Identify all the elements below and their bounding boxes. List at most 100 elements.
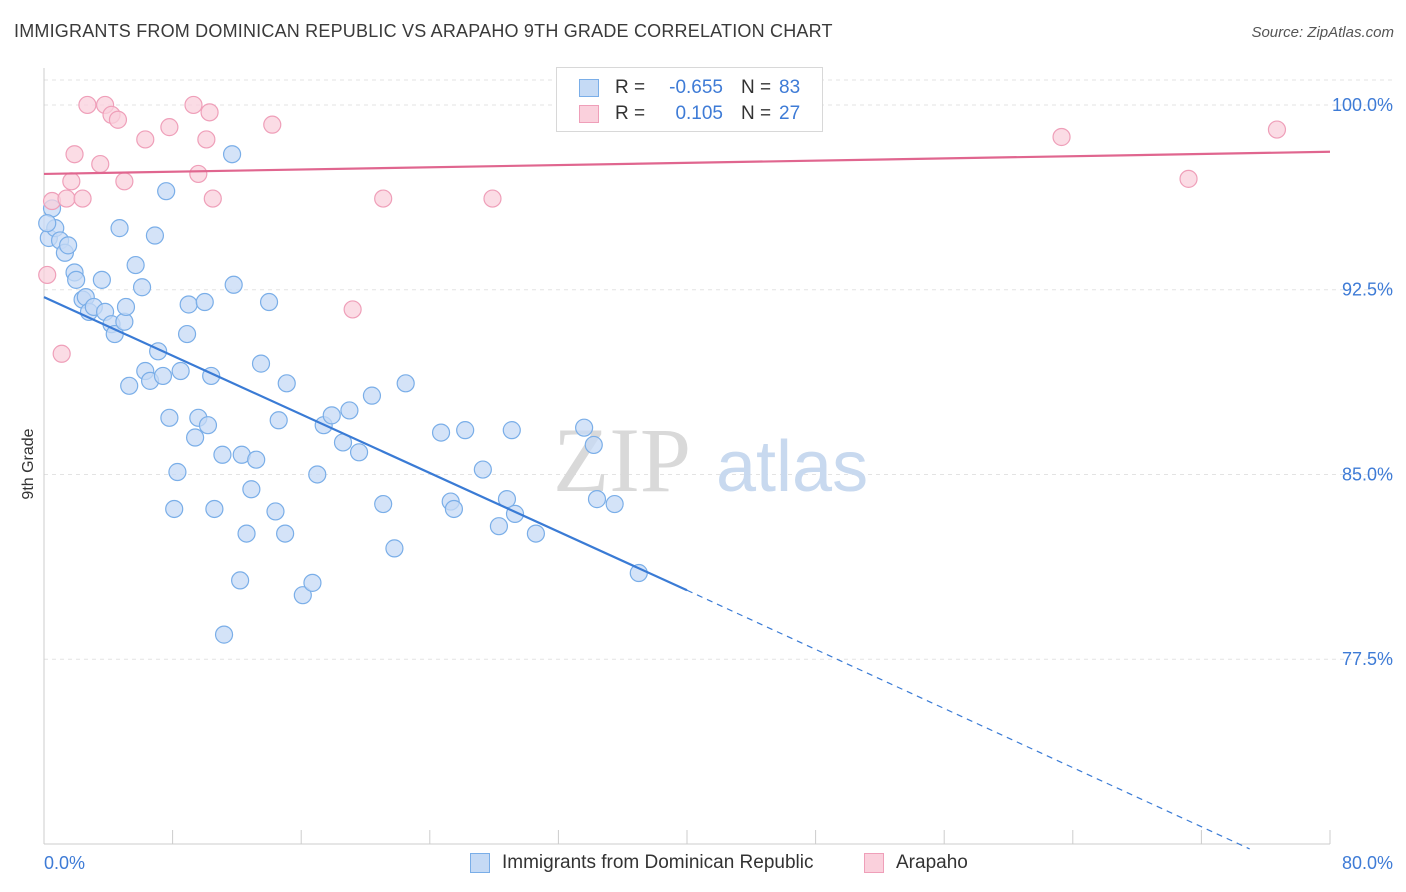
dominican-point-30 [168,462,187,482]
dominican-point-67 [431,423,451,442]
arapaho-point-6 [73,189,92,208]
legend-n-label: N = [741,103,772,124]
arapaho-point-13 [136,130,155,149]
dominican-point-70 [456,421,475,440]
dominican-point-36 [195,292,214,312]
dominican-point-27 [157,182,176,201]
dominican-point-43 [222,145,242,164]
arapaho-point-14 [160,118,179,137]
arapaho-point-26 [1267,120,1287,139]
arapaho-point-22 [374,189,393,208]
arapaho-point-20 [263,115,282,134]
dominican-point-79 [587,490,607,509]
legend-n-value: 27 [779,103,801,124]
dominican-point-16 [110,219,129,238]
dominican-point-62 [349,443,369,462]
dominican-point-63 [362,386,382,405]
arapaho-point-2 [52,344,71,363]
stats-legend: R = -0.655 N = 83 R = 0.105 N = 27 [556,67,823,132]
arapaho-point-23 [483,189,502,208]
arapaho-point-8 [91,154,110,174]
dominican-point-61 [340,401,359,420]
dominican-point-41 [214,625,234,644]
arapaho-point-18 [200,103,219,122]
watermark-zip: ZIP [553,409,691,511]
arapaho-point-0 [38,265,57,285]
dominican-point-74 [502,421,521,440]
dominican-point-29 [165,499,184,519]
bottom-legend-swatch-arapaho [864,853,884,873]
legend-n-label: N = [741,77,772,98]
dominican-point-44 [231,571,250,590]
dominican-point-66 [396,374,415,393]
y-tick-labels: 77.5% 85.0% 92.5% 100.0% [1332,95,1393,669]
bottom-legend-arapaho: Arapaho [864,852,968,874]
arapaho-point-11 [108,110,128,129]
bottom-legend-label-dominican: Immigrants from Dominican Republic [502,852,814,873]
legend-r-label: R = [615,77,646,98]
dominican-point-76 [526,524,545,543]
dominican-point-33 [179,295,198,314]
arapaho-point-15 [184,95,203,115]
dominican-point-53 [276,524,295,543]
legend-swatch-dominican [579,79,599,97]
dominican-point-31 [171,361,190,381]
dominican-point-39 [205,499,224,519]
dominican-point-57 [308,465,327,484]
arapaho-point-24 [1052,127,1071,147]
dominican-point-50 [259,292,279,312]
dominican-point-71 [473,460,492,479]
dominican-point-34 [186,428,205,447]
dominican-point-69 [444,499,464,519]
dominican-point-24 [145,226,165,245]
arapaho-point-25 [1179,169,1198,188]
dominican-trend-line [43,296,688,592]
dominican-point-64 [374,494,393,514]
legend-swatch-arapaho [579,105,599,123]
dominican-point-28 [160,408,179,427]
arapaho-point-17 [197,130,216,149]
dominican-point-42 [224,275,243,294]
dominican-point-82 [38,214,57,233]
series-dominican-points [38,145,648,644]
bottom-legend-swatch-dominican [470,853,490,873]
y-axis-label: 9th Grade [20,428,37,499]
dominican-point-26 [153,366,173,386]
chart-source: Source: ZipAtlas.com [1251,24,1394,41]
dominican-point-20 [126,255,145,275]
arapaho-point-21 [343,300,362,319]
bottom-legend-dominican: Immigrants from Dominican Republic [470,852,814,874]
dominican-point-19 [120,376,139,395]
y-tick-label-0: 77.5% [1342,649,1393,669]
dominican-point-65 [385,539,404,558]
x-tick-label-min: 0.0% [44,853,85,873]
dominican-point-52 [269,411,288,430]
dominican-point-59 [322,406,341,425]
dominican-point-21 [132,278,152,297]
legend-r-value: -0.655 [669,77,723,98]
arapaho-point-7 [78,95,97,115]
arapaho-point-5 [65,145,84,164]
legend-row-arapaho: R = 0.105 N = 27 [579,102,800,126]
dominican-trend-extension [686,589,1250,850]
dominican-point-54 [277,374,296,393]
dominican-point-80 [605,494,624,514]
x-tick-label-max: 80.0% [1342,853,1393,873]
dominican-point-48 [247,450,266,469]
arapaho-point-19 [203,189,222,208]
dominican-point-12 [92,270,111,289]
dominican-point-55 [293,586,312,605]
watermark: ZIP atlas [553,409,868,511]
dominican-point-72 [489,517,509,536]
dominican-point-51 [266,502,285,521]
dominican-point-78 [584,435,603,455]
arapaho-point-3 [57,189,76,208]
trend-lines [43,150,1331,850]
gridlines [44,79,1394,660]
dominican-point-47 [242,480,261,499]
legend-n-value: 83 [779,77,801,98]
chart-title: IMMIGRANTS FROM DOMINICAN REPUBLIC VS AR… [14,21,833,41]
watermark-atlas: atlas [716,427,868,507]
dominican-point-40 [213,445,232,464]
dominican-point-49 [251,354,271,373]
